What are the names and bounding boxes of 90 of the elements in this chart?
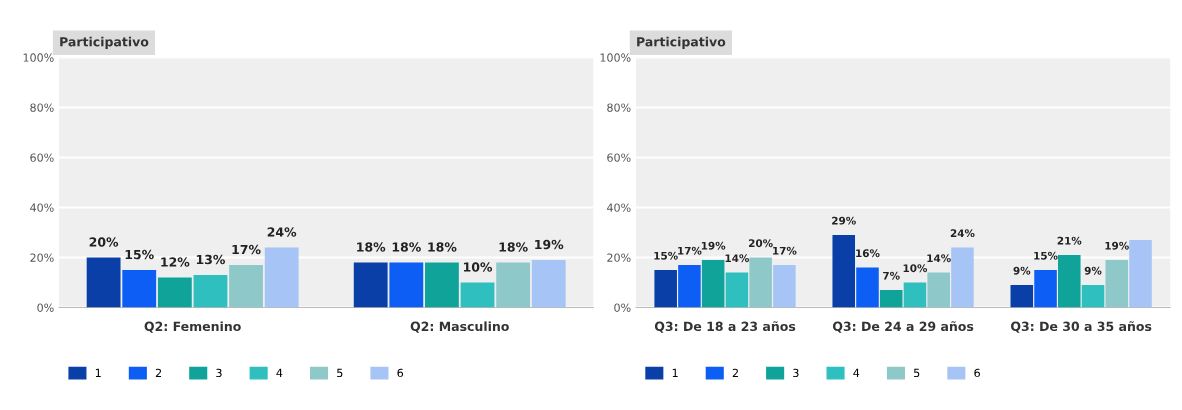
data-label: 21%	[1057, 236, 1082, 245]
x-tick-label: Q3: De 30 a 35 años	[1011, 321, 1152, 333]
bar	[389, 262, 424, 308]
data-label: 9%	[1013, 266, 1031, 275]
data-label: 19%	[701, 241, 726, 250]
bar	[1105, 259, 1129, 308]
data-label: 14%	[927, 254, 951, 263]
legend-label: 2	[732, 368, 738, 377]
bar	[725, 272, 749, 308]
bar	[496, 262, 531, 308]
y-tick-label: 40%	[30, 203, 54, 212]
data-label: 29%	[832, 216, 856, 225]
legend-label: 2	[155, 368, 162, 377]
data-label: 20%	[89, 237, 119, 247]
data-label: 17%	[678, 246, 702, 255]
data-label: 12%	[161, 257, 190, 267]
legend-label: 4	[276, 368, 283, 377]
bar	[122, 269, 157, 308]
legend-label: 3	[793, 368, 799, 378]
data-label: 24%	[267, 227, 297, 237]
bar	[927, 272, 950, 308]
data-label: 10%	[463, 262, 493, 272]
bar	[1058, 254, 1081, 308]
y-tick-label: 80%	[30, 103, 54, 112]
y-tick-label: 40%	[606, 203, 631, 212]
data-label: 14%	[725, 254, 750, 263]
data-label: 19%	[535, 239, 564, 250]
bar	[903, 282, 927, 308]
bar	[1010, 284, 1034, 308]
y-tick-label: 60%	[30, 153, 54, 162]
legend-label: 4	[853, 368, 860, 377]
data-label: 15%	[654, 251, 678, 260]
chart-title: Participativo	[60, 36, 149, 49]
y-tick-label: 20%	[30, 253, 54, 262]
data-label: 15%	[1034, 251, 1058, 260]
data-label: 18%	[357, 242, 386, 252]
bar	[856, 267, 879, 308]
data-label: 18%	[428, 242, 457, 252]
data-label: 24%	[950, 229, 975, 238]
x-tick-label: Q3: De 18 a 23 años	[654, 321, 796, 333]
bar	[773, 264, 796, 308]
data-label: 16%	[856, 249, 880, 258]
bar	[531, 259, 566, 308]
y-tick-label: 0%	[37, 303, 54, 312]
data-label: 15%	[125, 249, 154, 260]
y-tick-label: 100%	[23, 53, 54, 62]
bar	[951, 247, 974, 308]
chart-title: Participativo	[637, 36, 726, 49]
data-label: 18%	[499, 242, 528, 252]
bar	[1081, 284, 1105, 308]
data-label: 9%	[1084, 266, 1102, 275]
data-label: 10%	[903, 264, 928, 273]
legend-label: 6	[397, 368, 404, 378]
data-label: 18%	[392, 242, 421, 252]
legend-label: 5	[337, 368, 343, 378]
bar	[460, 282, 495, 308]
x-tick-label: Q2: Femenino	[144, 321, 241, 333]
bar	[701, 259, 725, 308]
x-tick-label: Q2: Masculino	[410, 321, 509, 333]
legend-label: 3	[216, 368, 222, 378]
legend-label: 5	[914, 368, 920, 378]
bar	[264, 247, 299, 308]
legend-label: 1	[95, 368, 101, 377]
y-tick-label: 60%	[607, 153, 631, 162]
bar	[353, 262, 388, 308]
bar	[1129, 239, 1152, 308]
bar	[86, 257, 121, 308]
y-tick-label: 100%	[600, 53, 631, 62]
bar	[832, 234, 856, 308]
y-tick-label: 0%	[614, 303, 631, 312]
legend-label: 1	[672, 368, 678, 377]
x-tick-label: Q3: De 24 a 29 años	[832, 321, 974, 333]
legend-label: 6	[974, 368, 980, 378]
bar	[229, 264, 263, 308]
data-label: 19%	[1105, 241, 1129, 250]
bar	[654, 269, 677, 308]
data-label: 17%	[232, 244, 261, 255]
data-label: 7%	[883, 271, 900, 280]
bar	[157, 277, 192, 308]
bar	[879, 289, 903, 308]
data-label: 13%	[196, 254, 226, 265]
bar	[1034, 269, 1057, 308]
y-tick-label: 80%	[607, 103, 631, 112]
y-tick-label: 20%	[607, 253, 631, 262]
bar	[678, 264, 701, 308]
bar	[193, 274, 228, 308]
data-label: 17%	[773, 246, 797, 255]
bar	[425, 262, 459, 308]
bar	[749, 257, 772, 308]
data-label: 20%	[749, 239, 773, 248]
